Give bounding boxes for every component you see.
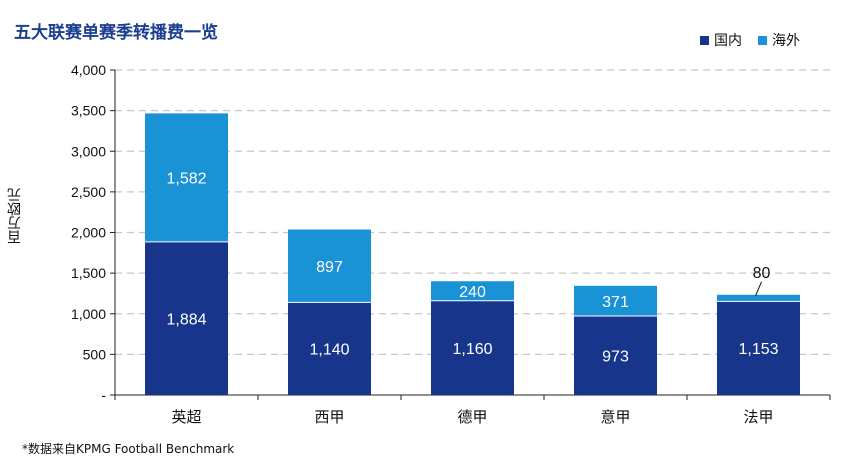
legend-item-domestic: 国内 bbox=[700, 30, 742, 50]
x-tick-label: 德甲 bbox=[457, 408, 487, 426]
x-tick-label: 西甲 bbox=[314, 409, 344, 426]
legend-swatch-domestic bbox=[700, 35, 709, 45]
x-tick-label: 法甲 bbox=[743, 409, 773, 426]
data-label-leader bbox=[755, 281, 762, 297]
y-tick-label: 3,500 bbox=[71, 103, 106, 119]
y-tick-label: 4,000 bbox=[71, 62, 106, 78]
bar-overseas bbox=[145, 113, 228, 242]
bar-domestic bbox=[717, 301, 800, 395]
y-tick-label: - bbox=[101, 387, 106, 403]
y-tick-label: 2,000 bbox=[71, 225, 106, 241]
data-label-overseas: 897 bbox=[316, 259, 343, 276]
y-tick-label: 3,000 bbox=[71, 143, 106, 159]
chart-title: 五大联赛单赛季转播费一览 bbox=[14, 23, 218, 43]
bar-overseas bbox=[431, 281, 514, 301]
data-label-domestic: 1,160 bbox=[452, 341, 492, 358]
legend-label-domestic: 国内 bbox=[714, 33, 742, 49]
data-label-overseas: 240 bbox=[459, 284, 486, 301]
data-label-domestic: 1,140 bbox=[309, 342, 349, 359]
y-tick-label: 500 bbox=[83, 346, 107, 362]
bar-domestic bbox=[574, 315, 657, 395]
data-label-overseas: 80 bbox=[753, 265, 771, 282]
data-label-domestic: 973 bbox=[602, 348, 629, 365]
bar-overseas bbox=[717, 294, 800, 302]
y-tick-label: 1,500 bbox=[71, 265, 106, 281]
legend: 国内 海外 bbox=[700, 30, 816, 50]
x-tick-label: 英超 bbox=[171, 408, 201, 426]
legend-swatch-overseas bbox=[758, 35, 767, 45]
data-label-overseas: 1,582 bbox=[166, 171, 206, 188]
data-label-domestic: 1,153 bbox=[738, 341, 778, 358]
bar-domestic bbox=[145, 241, 228, 395]
bar-domestic bbox=[288, 302, 371, 395]
bar-overseas bbox=[288, 229, 371, 303]
y-tick-label: 1,000 bbox=[71, 306, 106, 322]
data-label-domestic: 1,884 bbox=[166, 311, 206, 328]
legend-label-overseas: 海外 bbox=[772, 33, 800, 49]
bar-overseas bbox=[574, 285, 657, 316]
footnote: *数据来自KPMG Football Benchmark bbox=[22, 442, 235, 456]
x-tick-label: 意甲 bbox=[600, 408, 630, 426]
bar-domestic bbox=[431, 300, 514, 395]
y-tick-label: 2,500 bbox=[71, 184, 106, 200]
data-label-overseas: 371 bbox=[602, 294, 629, 311]
legend-item-overseas: 海外 bbox=[758, 30, 800, 50]
